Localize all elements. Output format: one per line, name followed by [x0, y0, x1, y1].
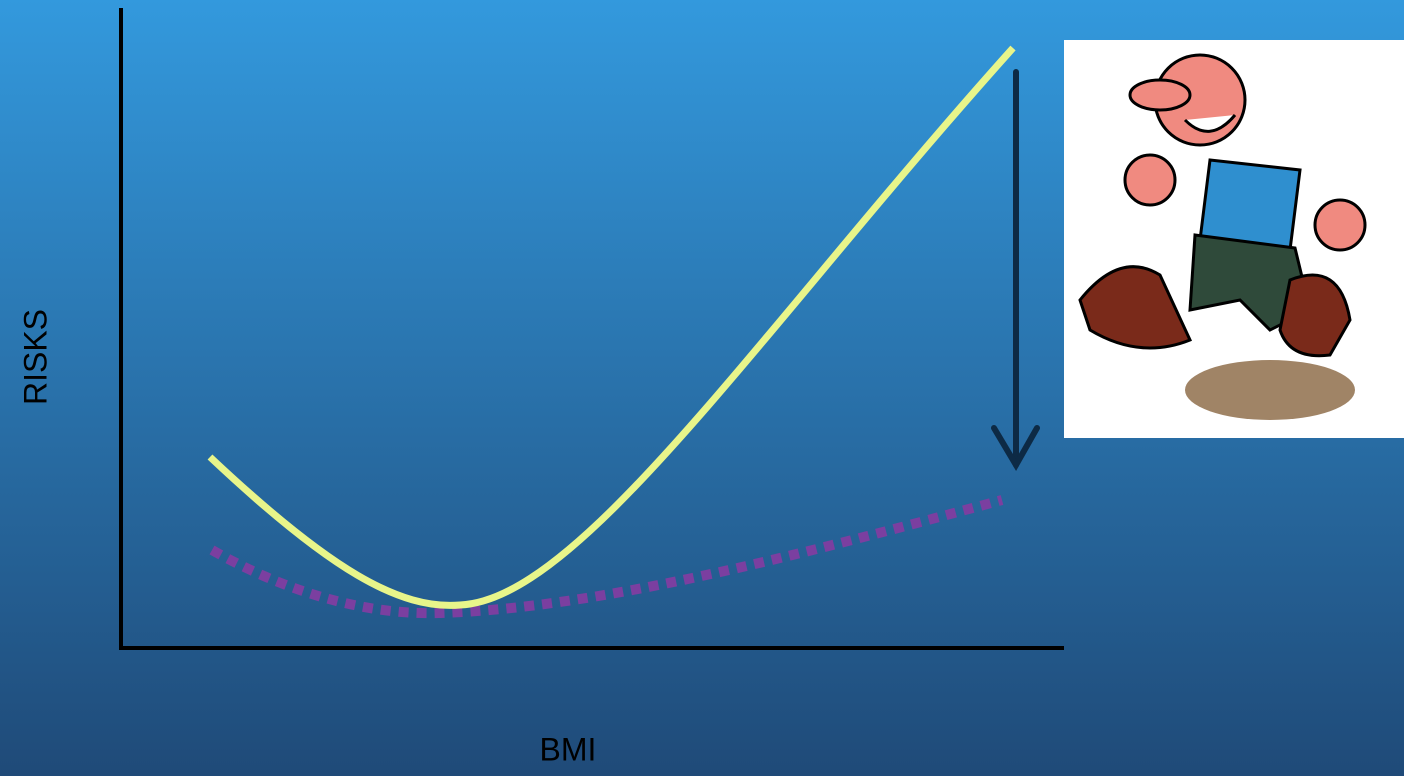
y-axis-label: RISKS — [17, 309, 53, 405]
risk-curve — [207, 45, 1016, 609]
walking-man-image — [1064, 40, 1404, 438]
down-arrow — [991, 69, 1040, 471]
x-axis-label: BMI — [540, 731, 597, 767]
reduced-risk-curve — [209, 495, 1004, 619]
